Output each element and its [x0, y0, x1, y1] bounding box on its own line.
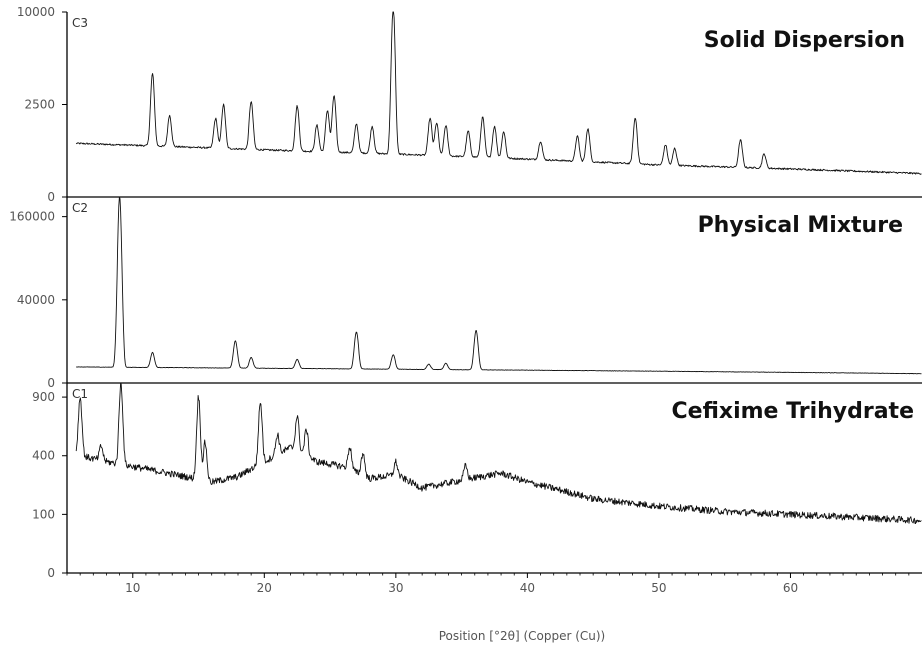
panel-id-label: C2 [72, 201, 88, 215]
y-tick-label: 160000 [9, 210, 55, 224]
y-tick-label: 100 [32, 507, 55, 521]
y-tick-label: 10000 [17, 5, 55, 19]
x-axis-title: Position [°2θ] (Copper (Cu)) [439, 629, 606, 643]
x-axis: 10 20 30 40 50 60 [66, 573, 910, 595]
y-tick-label: 0 [47, 190, 55, 204]
x-tick-label: 60 [783, 581, 798, 595]
panel-c1: 0 100 400 900 C1 Cefixime Trihydrate [32, 382, 922, 580]
x-tick-label: 50 [651, 581, 666, 595]
y-tick-label: 0 [47, 566, 55, 580]
plot-frame [66, 12, 922, 574]
y-tick-label: 400 [32, 449, 55, 463]
x-tick-label: 20 [257, 581, 272, 595]
panel-id-label: C3 [72, 16, 88, 30]
y-tick-label: 0 [47, 376, 55, 390]
diffractogram-c1 [75, 382, 922, 525]
x-tick-label: 30 [388, 581, 403, 595]
panel-title: Physical Mixture [698, 213, 903, 238]
y-tick-label: 900 [32, 390, 55, 404]
x-tick-label: 40 [520, 581, 535, 595]
diffractogram-c2 [76, 196, 922, 375]
panel-title: Solid Dispersion [704, 28, 905, 53]
x-tick-label: 10 [125, 581, 140, 595]
panel-title: Cefixime Trihydrate [672, 399, 914, 424]
panel-c2: 0 40000 160000 C2 Physical Mixture [9, 196, 922, 390]
diffractogram-c3 [75, 11, 922, 175]
y-tick-label: 2500 [24, 98, 55, 112]
panel-id-label: C1 [72, 387, 88, 401]
y-tick-label: 40000 [17, 293, 55, 307]
panel-c3: 0 2500 10000 C3 Solid Dispersion [17, 5, 922, 204]
panels: 0 2500 10000 C3 Solid Dispersion 0 40000 160000… [9, 5, 922, 580]
